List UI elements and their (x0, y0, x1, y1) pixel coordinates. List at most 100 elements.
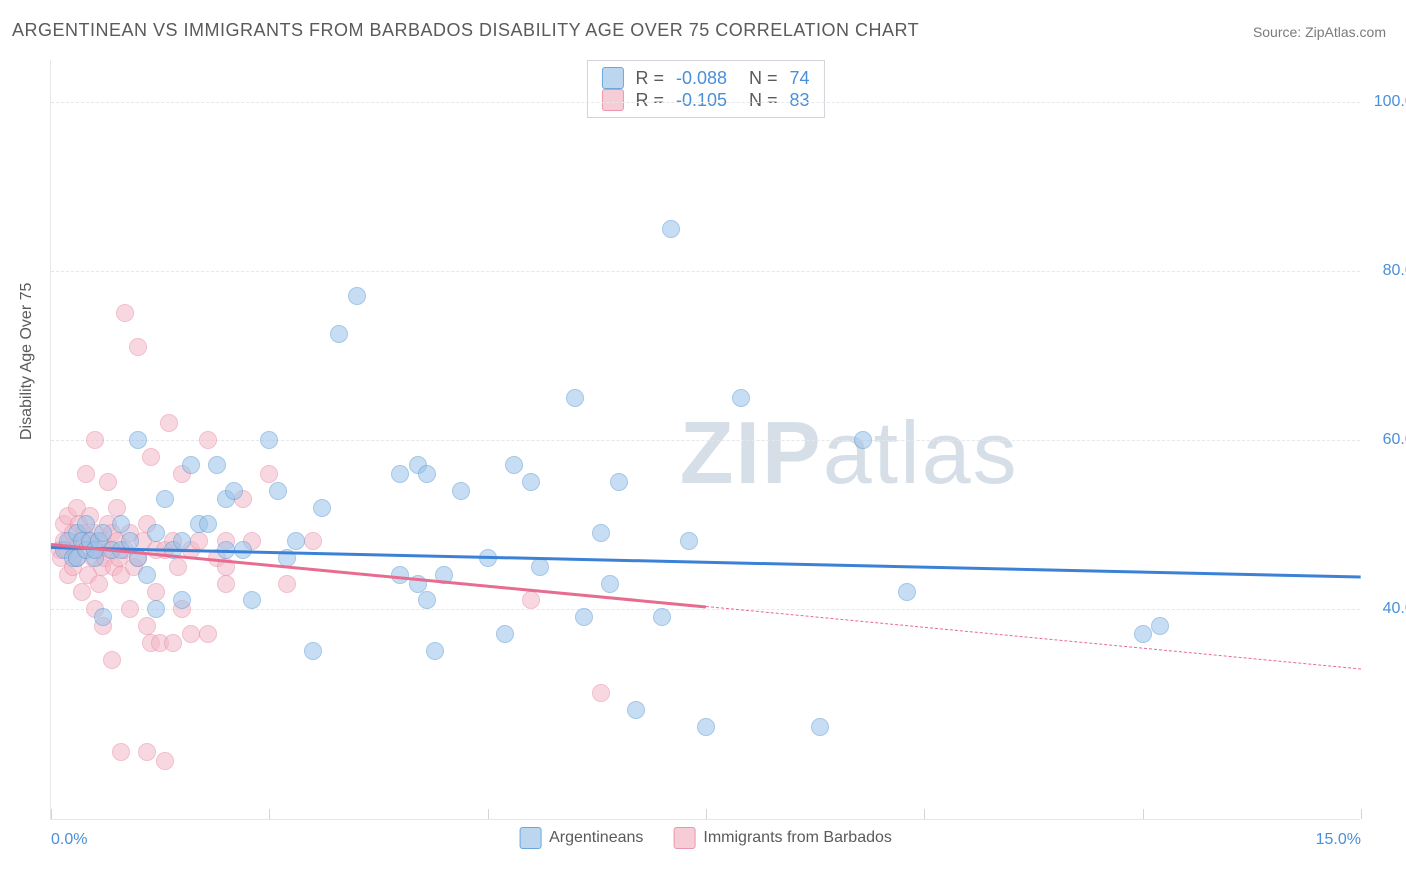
source-name: ZipAtlas.com (1305, 24, 1386, 40)
data-point-barbados (304, 532, 322, 550)
data-point-argentineans (112, 515, 130, 533)
r-label: R = (635, 68, 664, 89)
data-point-barbados (116, 304, 134, 322)
data-point-barbados (86, 431, 104, 449)
legend-item-argentineans: Argentineans (519, 827, 643, 849)
grid-line (51, 271, 1360, 272)
y-axis-label: Disability Age Over 75 (18, 283, 36, 440)
data-point-barbados (199, 625, 217, 643)
data-point-barbados (90, 575, 108, 593)
x-tick-mark (706, 809, 707, 819)
data-point-argentineans (348, 287, 366, 305)
legend-label: Argentineans (549, 829, 643, 847)
x-tick-label: 15.0% (1316, 831, 1361, 849)
data-point-argentineans (330, 325, 348, 343)
data-point-argentineans (418, 465, 436, 483)
data-point-barbados (278, 575, 296, 593)
data-point-argentineans (522, 473, 540, 491)
data-point-barbados (99, 473, 117, 491)
data-point-argentineans (182, 456, 200, 474)
watermark-part1: ZIP (680, 403, 823, 502)
data-point-argentineans (575, 608, 593, 626)
data-point-argentineans (156, 490, 174, 508)
n-value: 74 (790, 68, 810, 89)
data-point-argentineans (173, 591, 191, 609)
data-point-barbados (138, 617, 156, 635)
y-tick-label: 60.0% (1368, 431, 1406, 449)
data-point-argentineans (304, 642, 322, 660)
trend-line-barbados-dash (706, 606, 1361, 669)
y-tick-label: 40.0% (1368, 600, 1406, 618)
data-point-argentineans (697, 718, 715, 736)
data-point-barbados (129, 338, 147, 356)
data-point-barbados (156, 752, 174, 770)
data-point-argentineans (94, 608, 112, 626)
data-point-barbados (217, 575, 235, 593)
data-point-barbados (142, 448, 160, 466)
n-value: 83 (790, 90, 810, 111)
r-label: R = (635, 90, 664, 111)
data-point-argentineans (199, 515, 217, 533)
data-point-argentineans (391, 465, 409, 483)
data-point-argentineans (601, 575, 619, 593)
data-point-argentineans (313, 499, 331, 517)
data-point-barbados (190, 532, 208, 550)
scatter-plot-area: ZIPatlas R = -0.088 N = 74 R = -0.105 N … (50, 60, 1360, 820)
data-point-argentineans (653, 608, 671, 626)
source-prefix: Source: (1253, 24, 1305, 40)
data-point-argentineans (531, 558, 549, 576)
data-point-argentineans (426, 642, 444, 660)
data-point-argentineans (173, 532, 191, 550)
grid-line (51, 609, 1360, 610)
data-point-argentineans (566, 389, 584, 407)
data-point-argentineans (610, 473, 628, 491)
watermark-part2: atlas (823, 403, 1019, 502)
data-point-barbados (121, 600, 139, 618)
stats-row-argentineans: R = -0.088 N = 74 (601, 67, 809, 89)
data-point-argentineans (496, 625, 514, 643)
data-point-argentineans (680, 532, 698, 550)
data-point-barbados (138, 743, 156, 761)
chart-title: ARGENTINEAN VS IMMIGRANTS FROM BARBADOS … (12, 20, 919, 41)
x-tick-mark (1361, 809, 1362, 819)
data-point-argentineans (147, 524, 165, 542)
data-point-barbados (77, 465, 95, 483)
legend-swatch-barbados (673, 827, 695, 849)
legend-swatch-argentineans (519, 827, 541, 849)
data-point-argentineans (77, 515, 95, 533)
x-tick-mark (488, 809, 489, 819)
x-tick-mark (1143, 809, 1144, 819)
legend-item-barbados: Immigrants from Barbados (673, 827, 892, 849)
data-point-argentineans (138, 566, 156, 584)
data-point-argentineans (129, 431, 147, 449)
y-tick-label: 100.0% (1368, 93, 1406, 111)
watermark: ZIPatlas (680, 402, 1019, 504)
data-point-barbados (108, 499, 126, 517)
data-point-argentineans (243, 591, 261, 609)
data-point-argentineans (732, 389, 750, 407)
source-attribution: Source: ZipAtlas.com (1253, 24, 1386, 40)
data-point-argentineans (208, 456, 226, 474)
y-tick-label: 80.0% (1368, 262, 1406, 280)
data-point-argentineans (1151, 617, 1169, 635)
data-point-argentineans (662, 220, 680, 238)
data-point-argentineans (1134, 625, 1152, 643)
legend-label: Immigrants from Barbados (703, 829, 892, 847)
swatch-barbados (601, 89, 623, 111)
data-point-argentineans (147, 600, 165, 618)
data-point-argentineans (269, 482, 287, 500)
data-point-argentineans (94, 524, 112, 542)
n-label: N = (749, 90, 778, 111)
data-point-argentineans (505, 456, 523, 474)
x-tick-mark (51, 809, 52, 819)
data-point-barbados (147, 583, 165, 601)
x-tick-mark (924, 809, 925, 819)
data-point-argentineans (260, 431, 278, 449)
data-point-barbados (592, 684, 610, 702)
data-point-barbados (260, 465, 278, 483)
x-tick-label: 0.0% (51, 831, 87, 849)
data-point-barbados (160, 414, 178, 432)
data-point-barbados (199, 431, 217, 449)
correlation-stats-box: R = -0.088 N = 74 R = -0.105 N = 83 (586, 60, 824, 118)
data-point-argentineans (225, 482, 243, 500)
